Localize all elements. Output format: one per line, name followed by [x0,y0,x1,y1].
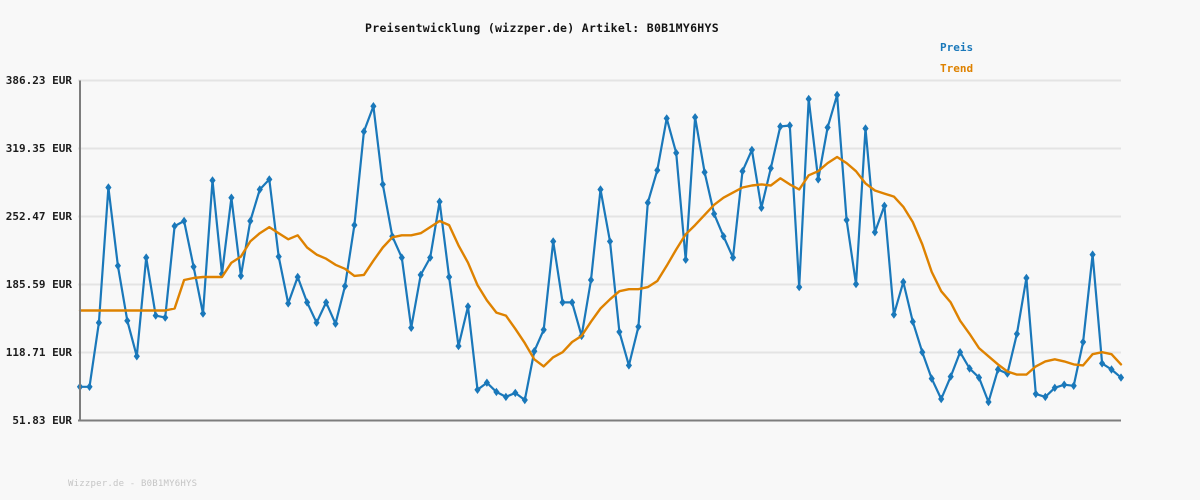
watermark-label: Wizzper.de - B0B1MY6HYS [68,479,198,489]
trend-line [78,155,1123,376]
page-title: Preisentwicklung (wizzper.de) Artikel: B… [365,21,719,35]
price-line [78,93,1123,404]
y-axis-tick-label: 252.47 EUR [5,209,72,223]
price-point-markers [76,90,1125,407]
y-axis-tick-label: 319.35 EUR [5,141,72,155]
legend-item-trend: Trend [940,62,974,75]
legend-item-preis: Preis [940,41,974,54]
y-axis-tick-label: 185.59 EUR [5,277,72,291]
y-axis-tick-label: 386.23 EUR [5,73,72,87]
y-axis-tick-label: 51.83 EUR [12,413,72,427]
y-axis-tick-label: 118.71 EUR [5,345,72,359]
